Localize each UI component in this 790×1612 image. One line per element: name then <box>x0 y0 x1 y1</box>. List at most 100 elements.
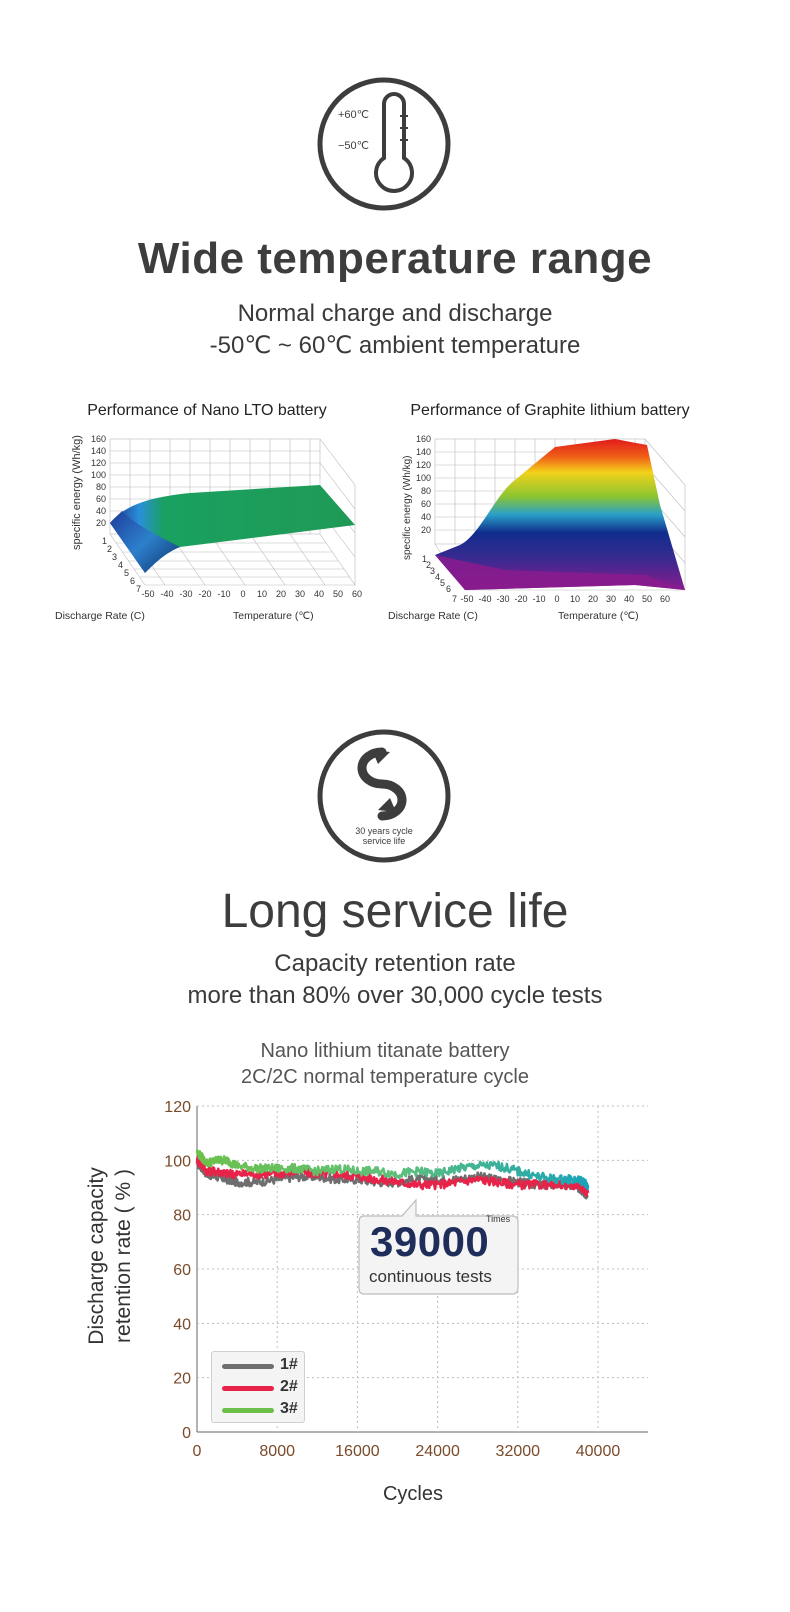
svg-text:2: 2 <box>107 544 112 554</box>
chart-ticks: 0 20 40 60 80 100 120 0 8000 16000 24000 32000 40000 <box>164 1099 620 1460</box>
cycle-life-icon: 30 years cycle service life <box>317 729 451 863</box>
x-tick-label: 40000 <box>576 1443 621 1460</box>
svg-text:60: 60 <box>660 594 670 604</box>
section2-title: Long service life <box>221 885 569 938</box>
svg-text:40: 40 <box>314 589 324 599</box>
svg-text:100: 100 <box>91 470 106 480</box>
cycle-y-axis-label-2: retention rate ( % ) <box>112 1169 135 1343</box>
svg-text:120: 120 <box>91 458 106 468</box>
section1-subtitle-1: Normal charge and discharge <box>237 300 553 327</box>
y-tick-label: 100 <box>164 1153 191 1170</box>
callout-number: 39000 <box>370 1218 490 1265</box>
y-tick-label: 40 <box>173 1316 191 1333</box>
svg-text:7: 7 <box>136 584 141 594</box>
cycle-line-chart: 0 20 40 60 80 100 120 0 8000 16000 24000 32000 40000… <box>85 1099 648 1505</box>
svg-text:0: 0 <box>554 594 559 604</box>
svg-text:60: 60 <box>352 589 362 599</box>
svg-text:20: 20 <box>276 589 286 599</box>
graphite-surface-chart: 160 140 120 100 80 60 40 20 specific ene… <box>388 434 686 622</box>
svg-text:20: 20 <box>96 518 106 528</box>
svg-text:50: 50 <box>642 594 652 604</box>
x-tick-label: 24000 <box>415 1443 460 1460</box>
svg-text:100: 100 <box>416 473 431 483</box>
section1-subtitle-2: -50℃ ~ 60℃ ambient temperature <box>209 332 581 359</box>
y-tick-label: 80 <box>173 1208 191 1225</box>
svg-text:30: 30 <box>295 589 305 599</box>
callout-bubble <box>358 1198 519 1295</box>
svg-text:50: 50 <box>333 589 343 599</box>
svg-text:10: 10 <box>257 589 267 599</box>
svg-text:20: 20 <box>421 525 431 535</box>
x-tick-label: 8000 <box>259 1443 295 1460</box>
svg-text:6: 6 <box>130 576 135 586</box>
svg-text:80: 80 <box>96 482 106 492</box>
svg-text:3: 3 <box>112 552 117 562</box>
svg-text:-20: -20 <box>514 594 527 604</box>
x-tick-label: 32000 <box>496 1443 541 1460</box>
legend-label-3: 3# <box>280 1400 298 1417</box>
section2-subtitle-1: Capacity retention rate <box>274 950 516 977</box>
lto-chart-title: Performance of Nano LTO battery <box>87 402 327 419</box>
svg-text:4: 4 <box>435 572 440 582</box>
svg-text:140: 140 <box>91 446 106 456</box>
svg-text:160: 160 <box>91 434 106 444</box>
x-tick-label: 16000 <box>335 1443 380 1460</box>
y-tick-label: 20 <box>173 1371 191 1388</box>
cycle-chart-subtitle: 2C/2C normal temperature cycle <box>241 1066 529 1088</box>
svg-text:-50: -50 <box>460 594 473 604</box>
cycle-y-axis-label-1: Discharge capacity <box>85 1167 108 1345</box>
svg-text:6: 6 <box>446 584 451 594</box>
svg-text:-30: -30 <box>179 589 192 599</box>
svg-text:4: 4 <box>118 560 123 570</box>
svg-text:10: 10 <box>570 594 580 604</box>
svg-text:Discharge Rate (C): Discharge Rate (C) <box>55 610 145 622</box>
svg-text:5: 5 <box>440 578 445 588</box>
svg-text:1: 1 <box>422 554 427 564</box>
svg-text:−50℃: −50℃ <box>338 140 369 152</box>
legend-label-1: 1# <box>280 1356 298 1373</box>
svg-text:3: 3 <box>430 566 435 576</box>
cycle-chart-title: Nano lithium titanate battery <box>260 1040 510 1062</box>
svg-text:Temperature (℃): Temperature (℃) <box>558 610 639 622</box>
svg-text:120: 120 <box>416 460 431 470</box>
svg-text:20: 20 <box>588 594 598 604</box>
chart-series <box>195 1149 590 1200</box>
callout-text: continuous tests <box>369 1267 492 1286</box>
chart-legend: 1# 2# 3# <box>211 1351 305 1423</box>
y-tick-label: 60 <box>173 1262 191 1279</box>
y-tick-label: 0 <box>182 1425 191 1442</box>
svg-text:specific energy (Wh/kg): specific energy (Wh/kg) <box>402 456 413 560</box>
svg-text:Temperature (℃): Temperature (℃) <box>233 610 314 622</box>
series-line-2# <box>195 1156 590 1197</box>
svg-text:60: 60 <box>421 499 431 509</box>
svg-text:-30: -30 <box>496 594 509 604</box>
svg-text:5: 5 <box>124 568 129 578</box>
series-line-3# <box>195 1149 590 1191</box>
x-tick-label: 0 <box>193 1443 202 1460</box>
svg-text:-40: -40 <box>160 589 173 599</box>
svg-text:7: 7 <box>452 594 457 604</box>
svg-text:Discharge Rate (C): Discharge Rate (C) <box>388 610 478 622</box>
svg-text:30: 30 <box>606 594 616 604</box>
legend-swatch-3 <box>222 1408 274 1413</box>
svg-text:40: 40 <box>96 506 106 516</box>
graphite-chart-title: Performance of Graphite lithium battery <box>410 402 690 419</box>
svg-text:60: 60 <box>96 494 106 504</box>
section1-title: Wide temperature range <box>137 234 653 283</box>
legend-label-2: 2# <box>280 1378 298 1395</box>
callout-unit: Times <box>486 1214 511 1224</box>
svg-text:30 years cycle: 30 years cycle <box>355 826 413 836</box>
svg-text:40: 40 <box>624 594 634 604</box>
svg-text:-40: -40 <box>478 594 491 604</box>
svg-text:specific energy (Wh/kg): specific energy (Wh/kg) <box>71 435 83 550</box>
svg-text:160: 160 <box>416 434 431 444</box>
section2-subtitle-2: more than 80% over 30,000 cycle tests <box>187 982 603 1009</box>
svg-text:1: 1 <box>102 536 107 546</box>
svg-text:-50: -50 <box>141 589 154 599</box>
thermometer-icon: +60℃ −50℃ <box>317 77 451 211</box>
svg-text:-10: -10 <box>217 589 230 599</box>
cycle-x-axis-label: Cycles <box>383 1483 443 1505</box>
y-tick-label: 120 <box>164 1099 191 1116</box>
svg-text:140: 140 <box>416 447 431 457</box>
svg-text:80: 80 <box>421 486 431 496</box>
